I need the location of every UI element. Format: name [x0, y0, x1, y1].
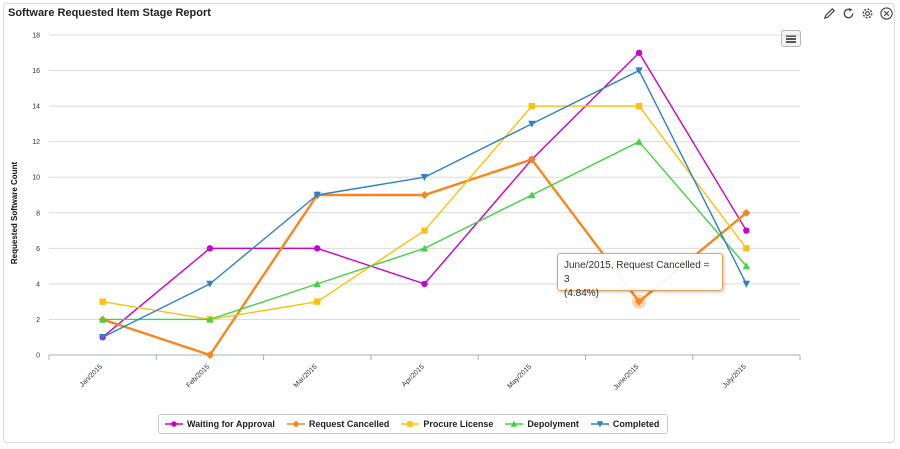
data-point-request-cancelled — [742, 208, 751, 217]
legend-label: Request Cancelled — [308, 419, 390, 429]
x-tick-label: Feb/2015 — [185, 363, 211, 389]
data-point-procure-license — [99, 298, 106, 305]
data-point-procure-license — [528, 102, 535, 110]
data-point-completed — [635, 67, 643, 75]
data-point-request-cancelled — [420, 191, 429, 199]
y-tick-label: 6 — [36, 246, 40, 253]
data-point-completed — [528, 120, 536, 128]
refresh-icon[interactable] — [841, 6, 856, 21]
legend-label: Waiting for Approval — [187, 419, 275, 429]
y-tick-label: 14 — [32, 104, 40, 111]
data-point-procure-license — [743, 245, 750, 252]
data-point-depolyment — [420, 244, 429, 252]
chart-legend: Waiting for Approval Request Cancelled Pro… — [158, 414, 669, 434]
legend-symbol — [505, 420, 524, 427]
legend-symbol — [401, 421, 420, 427]
gear-icon[interactable] — [860, 6, 875, 21]
data-point-depolyment — [635, 137, 643, 145]
hamburger-menu-icon[interactable] — [781, 30, 801, 47]
tooltip-line-2: (4.84%) — [564, 288, 600, 299]
data-point-completed — [313, 191, 321, 199]
data-point-waiting-for-approval — [743, 227, 750, 234]
chart-panel — [3, 3, 895, 443]
y-tick-label: 10 — [32, 175, 40, 182]
y-axis-label: Requested Software Count — [10, 162, 19, 265]
chart-tooltip: June/2015, Request Cancelled = 3 (4.84%) — [557, 253, 723, 299]
legend-item-request-cancelled[interactable]: Request Cancelled — [286, 419, 390, 429]
chart-title: Software Requested Item Stage Report — [8, 7, 211, 19]
legend-item-waiting-for-approval[interactable]: Waiting for Approval — [165, 419, 275, 429]
y-tick-label: 2 — [36, 317, 40, 324]
y-tick-label: 0 — [36, 353, 40, 360]
y-tick-label: 16 — [32, 68, 40, 75]
data-point-completed — [420, 174, 429, 181]
legend-symbol — [286, 420, 305, 428]
edit-icon[interactable] — [822, 6, 837, 21]
data-point-depolyment — [742, 262, 751, 270]
close-icon[interactable] — [879, 6, 894, 21]
data-point-completed — [742, 280, 751, 288]
y-tick-label: 4 — [36, 281, 40, 288]
x-tick-label: Apr/2015 — [401, 363, 426, 388]
x-tick-label: Mar/2015 — [293, 363, 319, 389]
legend-item-depolyment[interactable]: Depolyment — [505, 419, 579, 429]
data-point-request-cancelled — [635, 297, 644, 306]
tooltip-line-1: June/2015, Request Cancelled = 3 — [564, 260, 710, 285]
legend-item-completed[interactable]: Completed — [590, 419, 660, 429]
legend-symbol — [165, 421, 183, 427]
x-tick-label: June/2015 — [612, 363, 640, 391]
data-point-waiting-for-approval — [421, 280, 428, 288]
data-point-depolyment — [206, 315, 214, 323]
legend-item-procure-license[interactable]: Procure License — [401, 419, 493, 429]
y-tick-label: 12 — [32, 139, 40, 146]
x-tick-label: July/2015 — [722, 363, 748, 389]
data-point-completed — [98, 334, 107, 341]
data-point-request-cancelled — [527, 155, 536, 164]
data-point-procure-license — [314, 298, 321, 305]
data-point-waiting-for-approval — [206, 245, 214, 252]
data-point-waiting-for-approval — [314, 245, 321, 252]
data-point-completed — [206, 280, 214, 288]
legend-label: Completed — [612, 419, 660, 429]
legend-label: Procure License — [423, 419, 494, 429]
legend-symbol — [590, 421, 609, 428]
data-point-depolyment — [98, 315, 107, 323]
data-point-procure-license — [635, 102, 643, 110]
x-tick-label: May/2015 — [507, 363, 534, 390]
y-tick-label: 8 — [36, 210, 40, 217]
legend-label: Depolyment — [527, 419, 579, 429]
panel-toolbar — [822, 6, 894, 21]
y-tick-label: 18 — [32, 33, 40, 40]
data-point-procure-license — [421, 227, 428, 234]
data-point-depolyment — [313, 280, 321, 288]
data-point-waiting-for-approval — [635, 49, 643, 56]
data-point-request-cancelled — [205, 351, 214, 359]
data-point-depolyment — [528, 191, 536, 199]
x-tick-label: Jan/2015 — [79, 363, 104, 388]
